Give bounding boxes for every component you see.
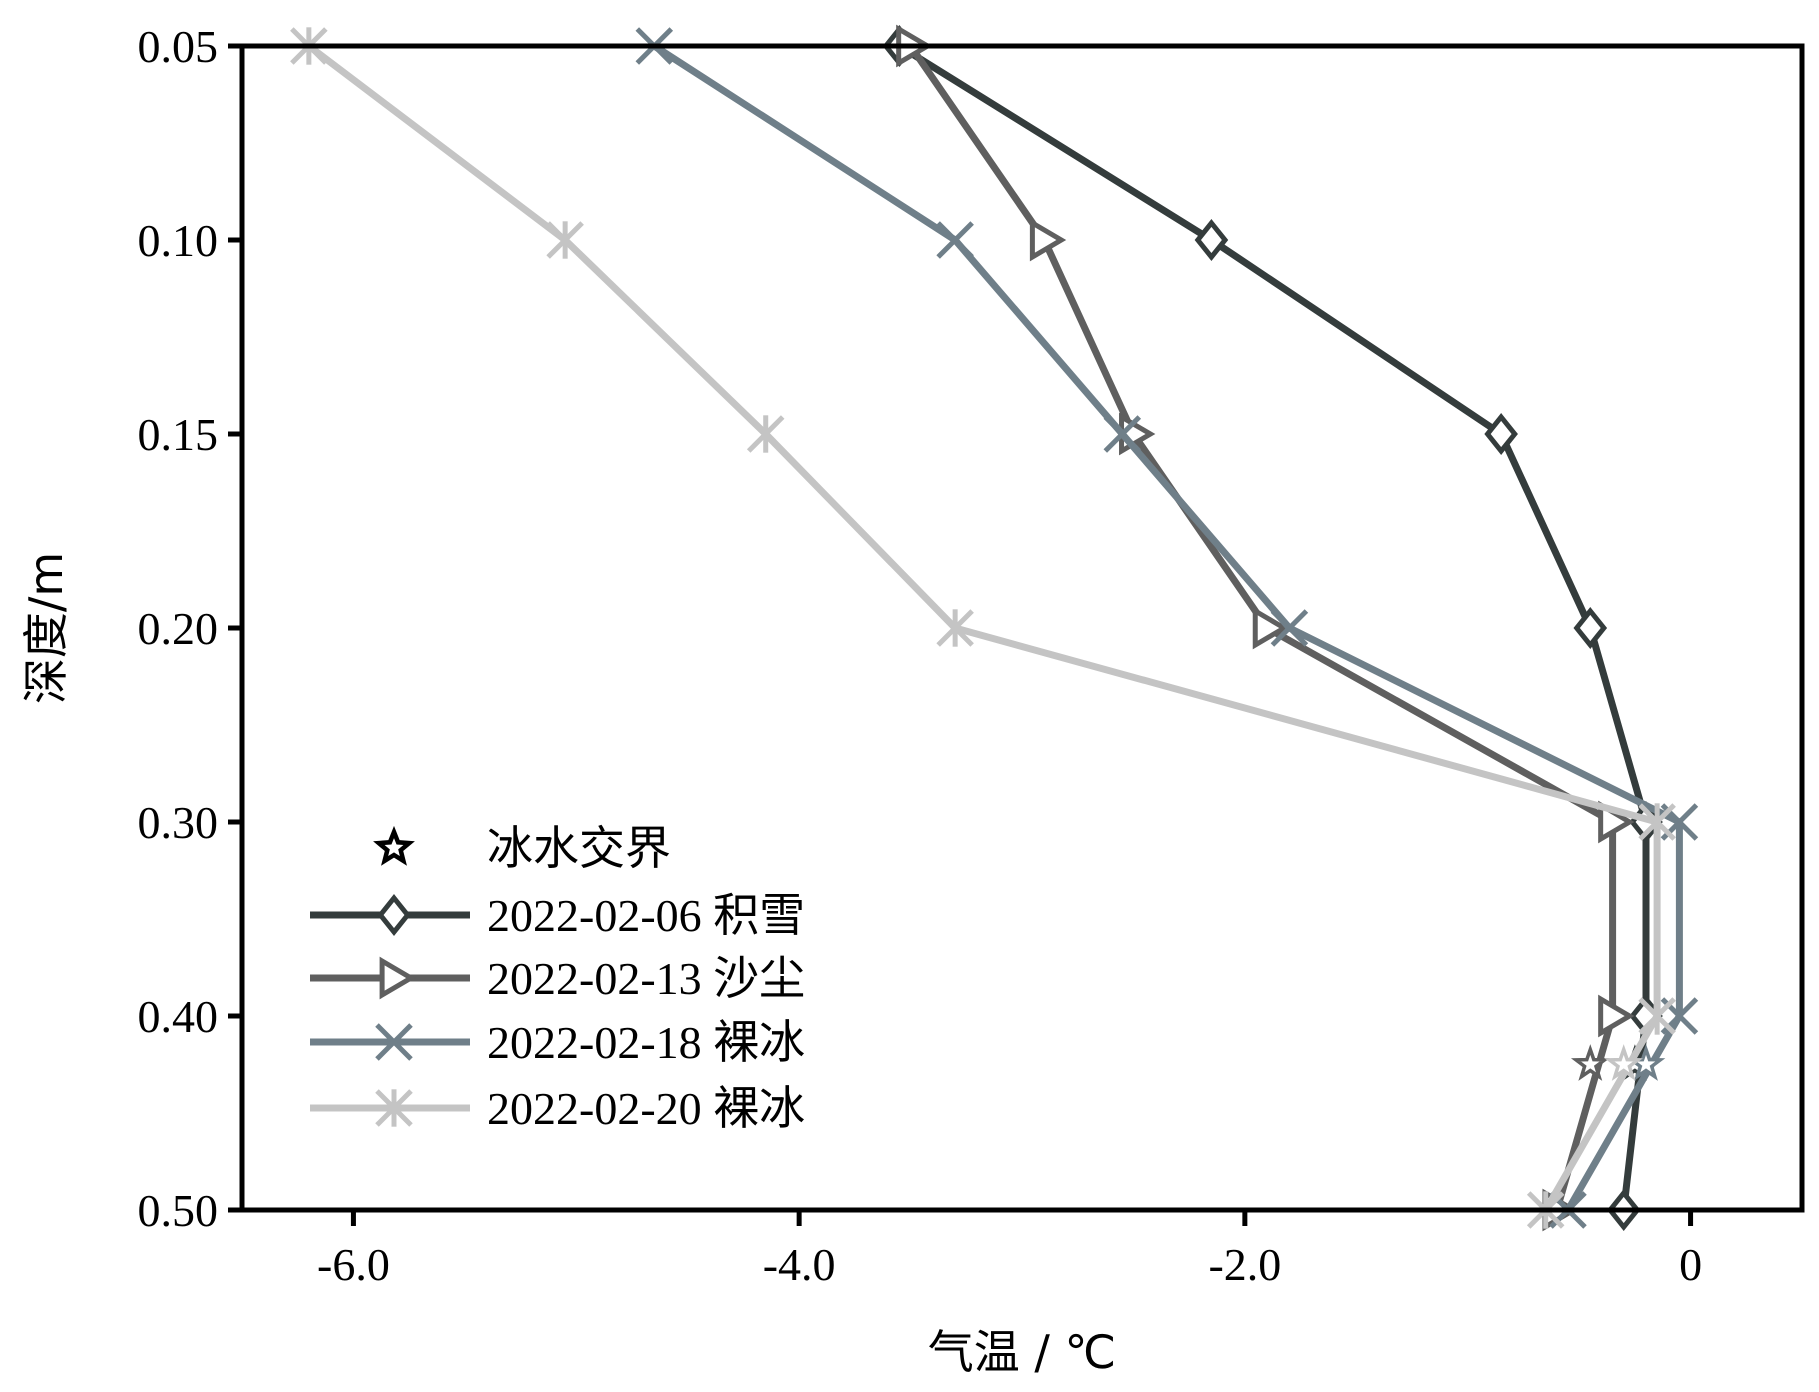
ice-water-interface-marker-4 (1604, 1044, 1644, 1081)
series-layer (290, 24, 1699, 1232)
data-point-1-2 (1194, 218, 1229, 262)
x-axis: -6.0 -4.0 -2.0 0 (317, 1210, 1702, 1290)
data-point-4-5 (1638, 803, 1676, 841)
legend-star-marker (373, 825, 415, 866)
legend: 冰水交界 2022-02-06 积雪 2022-02-13 沙尘 2022-02-18… (310, 823, 805, 1134)
series-2 (896, 24, 1635, 1232)
data-point-1-3 (1484, 412, 1518, 456)
legend-marker-2 (379, 956, 416, 1000)
data-point-2-4 (1252, 606, 1290, 650)
y-tick-label: 0.05 (138, 21, 219, 72)
legend-entry-4: 2022-02-20 裸冰 (310, 1083, 805, 1134)
y-tick-label: 0.20 (138, 603, 219, 654)
data-point-4-4 (936, 609, 974, 647)
data-point-4-2 (546, 221, 584, 259)
legend-label: 2022-02-20 裸冰 (487, 1083, 805, 1134)
data-point-4-6 (1638, 997, 1676, 1035)
data-point-3-2 (936, 221, 974, 259)
y-tick-label: 0.10 (138, 215, 219, 266)
legend-label: 2022-02-18 裸冰 (487, 1017, 805, 1068)
legend-label: 2022-02-13 沙尘 (487, 953, 805, 1004)
legend-entry-1: 2022-02-06 积雪 (310, 890, 805, 941)
data-point-2-2 (1029, 218, 1067, 262)
y-tick-label: 0.50 (138, 1185, 219, 1236)
y-tick-label: 0.30 (138, 797, 219, 848)
data-point-3-3 (1103, 415, 1142, 453)
legend-marker-3 (375, 1023, 413, 1061)
data-point-4-3 (746, 415, 785, 453)
data-point-1-4 (1573, 606, 1608, 650)
legend-marker-1 (377, 893, 411, 937)
x-tick-label: 0 (1679, 1239, 1702, 1290)
y-tick-label: 0.15 (138, 409, 219, 460)
legend-star-label: 冰水交界 (487, 823, 671, 874)
legend-marker-4 (375, 1089, 413, 1127)
data-point-2-6 (1598, 994, 1635, 1038)
legend-entry-3: 2022-02-18 裸冰 (310, 1017, 805, 1068)
legend-entry-2: 2022-02-13 沙尘 (310, 953, 805, 1004)
x-tick-label: -2.0 (1208, 1239, 1281, 1290)
y-tick-label: 0.40 (138, 991, 219, 1042)
x-axis-title: 气温 / ℃ (928, 1325, 1116, 1379)
data-point-3-4 (1270, 609, 1309, 647)
y-axis: 0.05 0.10 0.15 0.20 0.30 0.40 0.50 (138, 21, 242, 1236)
legend-label: 2022-02-06 积雪 (487, 890, 805, 941)
x-tick-label: -4.0 (763, 1239, 836, 1290)
x-tick-label: -6.0 (317, 1239, 390, 1290)
ice-water-interface-marker-2 (1570, 1044, 1610, 1081)
y-axis-title: 深度/m (19, 552, 73, 704)
